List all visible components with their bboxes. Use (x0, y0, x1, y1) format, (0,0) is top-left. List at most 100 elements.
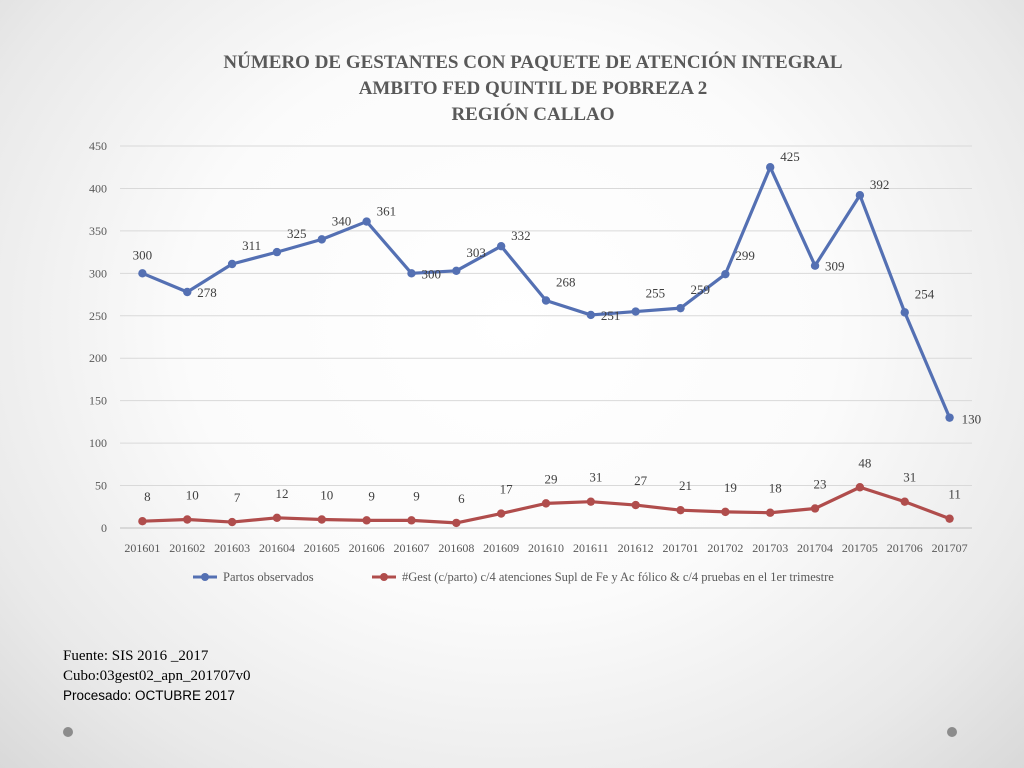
data-point (900, 497, 909, 506)
data-label: 392 (870, 177, 890, 192)
y-tick-label: 450 (89, 139, 107, 153)
slide-nav-dot-right[interactable] (947, 727, 957, 737)
data-point (810, 261, 820, 270)
data-label: 23 (814, 476, 827, 491)
data-point (676, 505, 685, 515)
legend-marker (380, 573, 388, 581)
slide-nav-dot-left[interactable] (63, 727, 73, 737)
data-label: 309 (825, 259, 845, 274)
data-point (586, 310, 596, 320)
data-label: 251 (601, 308, 621, 323)
data-point (183, 287, 192, 297)
y-tick-label: 250 (89, 309, 107, 323)
data-label: 10 (320, 488, 333, 503)
footer-cube: Cubo:03gest02_apn_201707v0 (63, 668, 251, 684)
data-point (272, 513, 282, 523)
y-tick-label: 300 (89, 266, 107, 280)
data-point (452, 266, 461, 275)
x-tick-label: 201606 (349, 541, 385, 555)
y-axis-ticks: 0 50 100 150 200 250 300 350 400 450 (89, 139, 107, 535)
data-point (676, 303, 685, 313)
data-label: 21 (679, 478, 692, 493)
x-tick-label: 201608 (438, 541, 474, 555)
x-tick-label: 201707 (932, 541, 968, 555)
data-point (183, 515, 192, 524)
x-tick-label: 201605 (304, 541, 340, 555)
chart-title-line: AMBITO FED QUINTIL DE POBREZA 2 (359, 78, 708, 99)
x-tick-label: 201706 (887, 541, 923, 555)
data-point (138, 517, 147, 526)
data-label: 340 (332, 213, 352, 228)
data-point (317, 515, 326, 524)
data-label: 254 (915, 286, 935, 301)
data-point (810, 504, 820, 513)
data-point (766, 163, 775, 172)
data-point (362, 516, 371, 525)
data-point (227, 259, 237, 269)
legend-marker (201, 573, 209, 581)
data-point (721, 269, 730, 279)
chart-title-line: REGIÓN CALLAO (451, 103, 614, 125)
data-point (945, 413, 954, 422)
y-tick-label: 100 (89, 436, 107, 450)
series-line (141, 165, 952, 419)
series-1: 300 278 311 325 340 361 300 303 332 268 251 255 259 2… (133, 149, 981, 426)
data-label: 130 (962, 412, 982, 427)
y-tick-label: 400 (89, 181, 107, 195)
x-tick-label: 201702 (707, 541, 743, 555)
y-tick-label: 150 (89, 394, 107, 408)
data-point (541, 499, 551, 508)
data-point (766, 508, 775, 517)
chart-title: NÚMERO DE GESTANTES CON PAQUETE DE ATENC… (223, 51, 842, 125)
x-tick-label: 201705 (842, 541, 878, 555)
chart-title-line: NÚMERO DE GESTANTES CON PAQUETE DE ATENC… (223, 51, 842, 73)
data-label: 7 (234, 490, 241, 505)
data-point (541, 296, 551, 305)
data-point (272, 247, 282, 257)
data-point (855, 191, 865, 200)
data-point (496, 241, 506, 251)
data-label: 259 (691, 282, 711, 297)
data-point (362, 217, 371, 226)
data-label: 303 (466, 245, 486, 260)
y-tick-label: 350 (89, 224, 107, 238)
data-label: 18 (769, 481, 782, 496)
x-tick-label: 201609 (483, 541, 519, 555)
footer: Fuente: SIS 2016 _2017 Cubo:03gest02_apn… (63, 646, 251, 706)
data-label: 6 (458, 491, 465, 506)
y-tick-label: 50 (95, 479, 107, 493)
series-2: 8 10 7 12 10 9 9 6 17 29 31 27 21 19 18 23 48 31 11 (138, 455, 961, 528)
y-tick-label: 200 (89, 351, 107, 365)
data-point (452, 518, 461, 528)
x-tick-label: 201612 (618, 541, 654, 555)
data-point (631, 307, 640, 316)
data-point (945, 514, 954, 523)
data-label: 12 (275, 486, 288, 501)
x-tick-label: 201603 (214, 541, 250, 555)
data-label: 9 (413, 488, 420, 503)
data-label: 300 (133, 247, 153, 262)
x-tick-label: 201701 (663, 541, 699, 555)
data-label: 17 (500, 482, 514, 497)
x-tick-label: 201602 (169, 541, 205, 555)
data-point (855, 483, 865, 492)
data-label: 29 (545, 471, 558, 486)
data-label: 299 (735, 248, 755, 263)
data-label: 255 (646, 286, 666, 301)
data-label: 19 (724, 480, 737, 495)
data-label: 361 (377, 204, 397, 219)
data-point (407, 516, 416, 525)
data-point (407, 269, 416, 278)
x-tick-label: 201611 (573, 541, 609, 555)
data-label: 10 (186, 488, 199, 503)
footer-processed: Procesado: OCTUBRE 2017 (63, 688, 235, 703)
data-label: 48 (858, 455, 871, 470)
y-tick-label: 0 (101, 521, 107, 535)
x-tick-label: 201703 (752, 541, 788, 555)
data-label: 268 (556, 274, 576, 289)
data-point (586, 497, 596, 506)
x-tick-label: 201704 (797, 541, 833, 555)
data-point (138, 269, 147, 278)
chart-legend: Partos observados #Gest (c/parto) c/4 ate… (193, 570, 834, 584)
data-point (631, 500, 640, 510)
